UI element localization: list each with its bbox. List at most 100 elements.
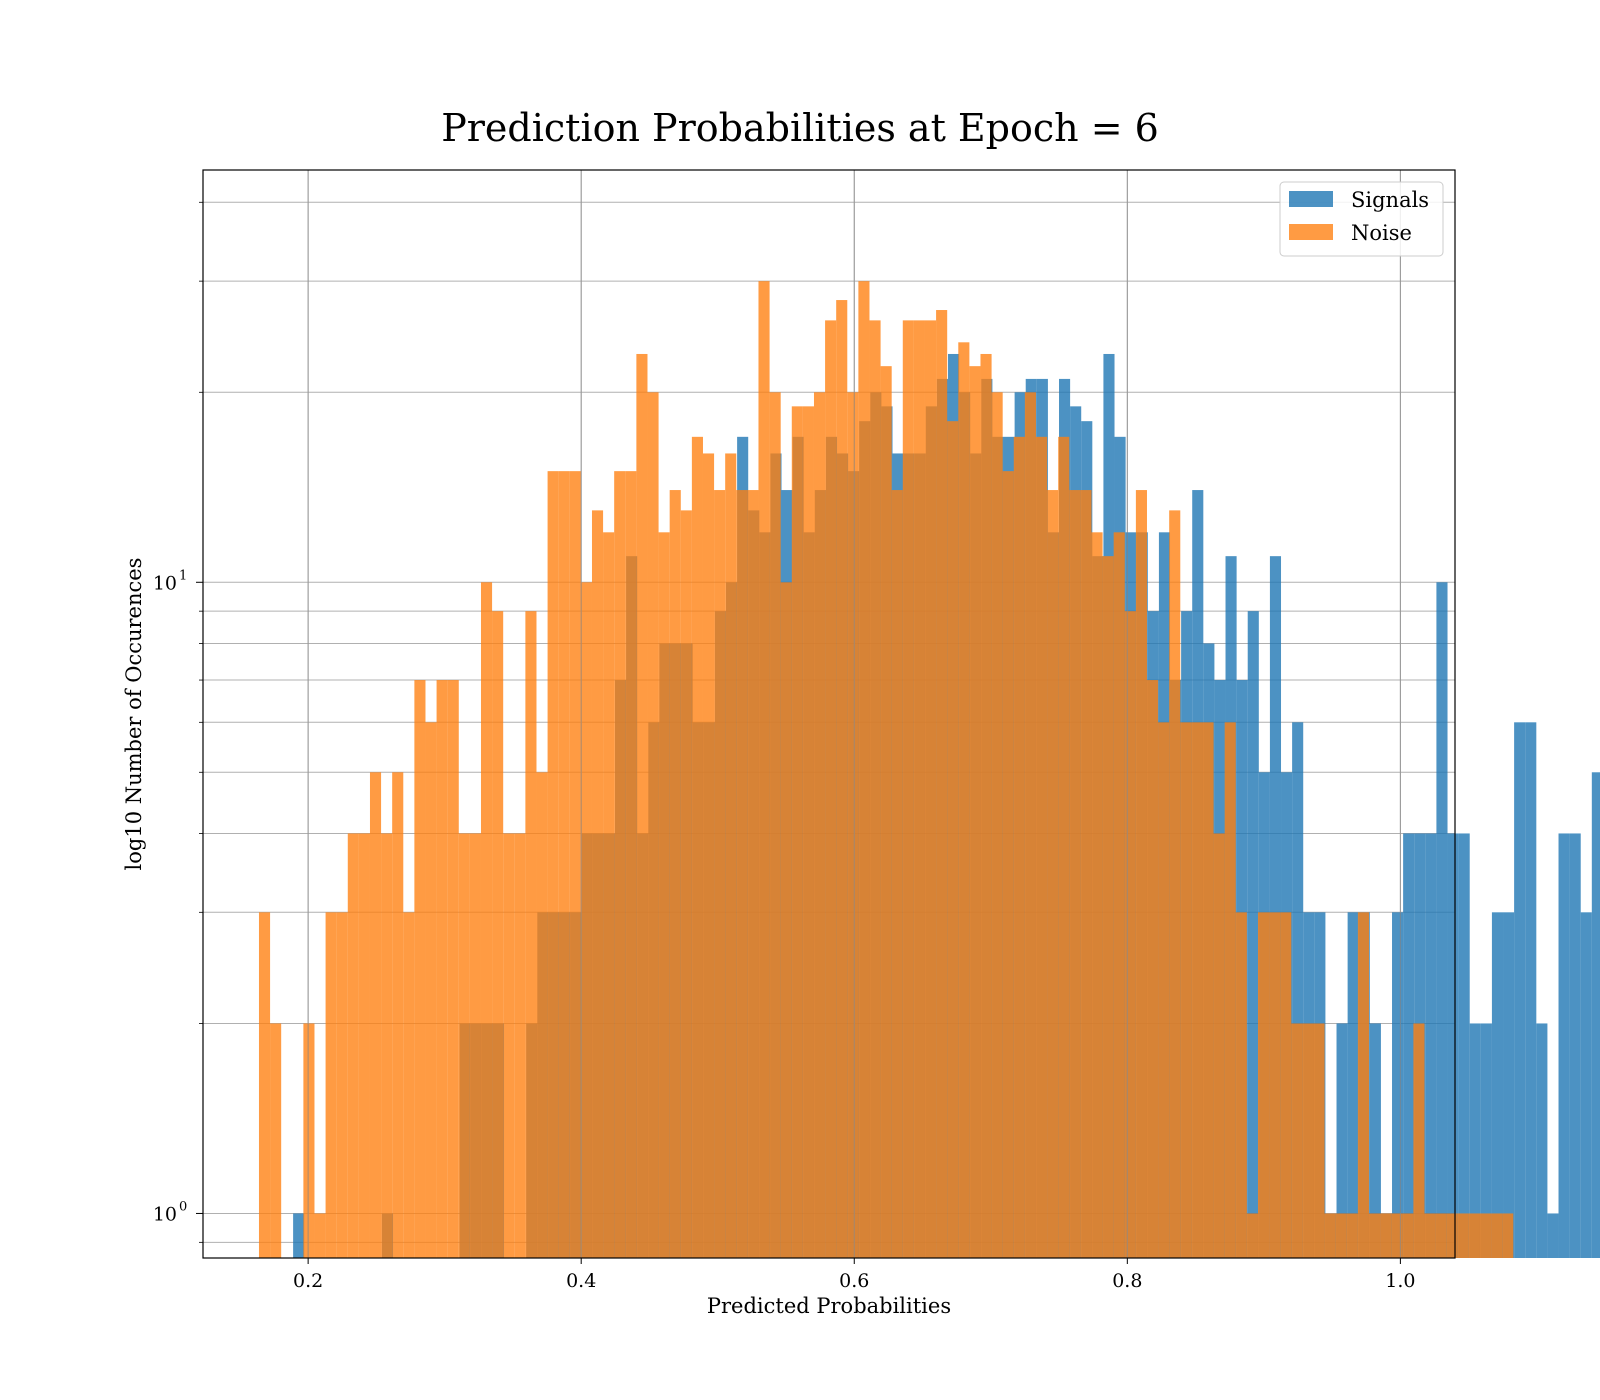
bar [736, 490, 748, 1258]
bar [525, 611, 537, 1258]
bar [747, 490, 759, 1258]
bar [769, 392, 781, 1258]
bar [358, 833, 370, 1258]
bar [1124, 611, 1136, 1258]
bar [325, 912, 337, 1258]
bar [1491, 912, 1504, 1258]
bar [492, 611, 504, 1258]
bar [1514, 722, 1526, 1258]
bar [1202, 722, 1214, 1258]
bar [1336, 1023, 1348, 1258]
bar [1368, 1213, 1381, 1258]
bar [1047, 490, 1059, 1258]
y-tick-exponent: 1 [179, 568, 187, 583]
bar [1357, 912, 1369, 1258]
legend-swatch-noise [1289, 224, 1333, 240]
bar [1424, 1213, 1436, 1258]
bar [603, 532, 615, 1258]
bar [780, 582, 792, 1258]
bar [569, 471, 581, 1259]
bar [425, 722, 437, 1258]
bar [469, 833, 481, 1258]
bar [1468, 1213, 1480, 1258]
bar [614, 471, 626, 1259]
bar [1158, 722, 1170, 1258]
bar [1102, 556, 1114, 1258]
bar [958, 342, 970, 1258]
bar [891, 490, 903, 1258]
bar [1392, 912, 1404, 1258]
bar [381, 833, 393, 1258]
bar [1480, 1023, 1492, 1258]
bar [503, 833, 515, 1258]
bar [1080, 490, 1092, 1258]
bar [558, 471, 570, 1259]
bar [1525, 722, 1537, 1258]
bar [725, 453, 737, 1258]
bar [1435, 1213, 1447, 1258]
bar [1091, 532, 1103, 1258]
bar [1024, 392, 1036, 1258]
bar [1502, 1213, 1514, 1258]
bar [1547, 1213, 1559, 1258]
bar [1425, 833, 1437, 1258]
x-axis-label: Predicted Probabilities [707, 1294, 951, 1318]
bar [969, 366, 981, 1258]
bar [991, 392, 1003, 1258]
bar [1324, 1213, 1336, 1258]
bar [802, 406, 814, 1258]
x-axis-ticks: 0.2 0.4 0.6 0.8 1.0 [293, 1258, 1415, 1292]
y-axis-label: log10 Number of Occurences [122, 558, 146, 871]
bar [847, 392, 859, 1258]
bar [836, 300, 848, 1259]
bar [902, 320, 914, 1258]
bar [1257, 912, 1270, 1258]
y-tick-exponent: 0 [179, 1199, 187, 1214]
bar [536, 772, 548, 1258]
bar [636, 353, 648, 1258]
chart-title: Prediction Probabilities at Epoch = 6 [441, 106, 1159, 150]
bar [1457, 1213, 1469, 1258]
bar [658, 532, 670, 1258]
bar [1569, 833, 1581, 1258]
bar [1269, 556, 1282, 1258]
bar [1380, 1213, 1392, 1258]
bar [1558, 833, 1570, 1258]
bar [1002, 471, 1014, 1259]
bar [1169, 510, 1181, 1258]
bar [1213, 833, 1225, 1258]
bar [1113, 532, 1125, 1258]
bar [270, 1023, 282, 1258]
series-noise [258, 281, 1514, 1259]
bar [1347, 912, 1359, 1258]
bar [1069, 490, 1081, 1258]
bar [1224, 722, 1236, 1258]
bar [924, 320, 937, 1258]
bar [1580, 912, 1592, 1258]
bar [293, 1213, 305, 1258]
bar [1035, 436, 1048, 1259]
bar [303, 1023, 315, 1258]
bar [1446, 1213, 1458, 1258]
bars-layer [258, 281, 1600, 1259]
bar [347, 833, 359, 1258]
x-tick-label: 0.6 [839, 1270, 869, 1292]
bar [1180, 722, 1192, 1258]
bar [791, 406, 803, 1258]
x-tick-label: 1.0 [1385, 1270, 1415, 1292]
bar [1302, 1023, 1314, 1258]
bar [1247, 611, 1259, 1258]
x-tick-label: 0.4 [566, 1270, 596, 1292]
bar [913, 320, 925, 1258]
bar [1402, 1213, 1414, 1258]
bar [1246, 1213, 1258, 1258]
bar [514, 833, 526, 1258]
bar [647, 392, 659, 1258]
bar [1235, 912, 1247, 1258]
bar [1292, 722, 1304, 1258]
legend-label-signals: Signals [1351, 188, 1429, 212]
bar [1503, 912, 1515, 1258]
plot-frame [202, 169, 1456, 1259]
